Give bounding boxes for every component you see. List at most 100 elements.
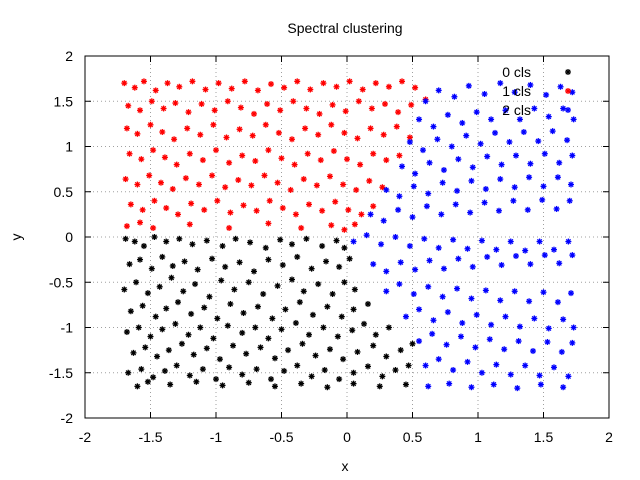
data-point	[199, 157, 206, 164]
data-point	[288, 241, 295, 248]
data-point	[304, 150, 311, 157]
data-point	[163, 238, 170, 245]
data-point	[553, 205, 560, 212]
data-point	[161, 154, 168, 161]
data-point	[192, 281, 199, 288]
data-point	[123, 223, 130, 230]
data-point	[340, 181, 347, 188]
data-point	[173, 161, 180, 168]
data-point	[135, 324, 142, 331]
x-tick-label: 1	[474, 429, 482, 445]
data-point	[440, 167, 447, 174]
data-point	[269, 315, 276, 322]
data-point	[399, 163, 406, 170]
data-point	[190, 351, 197, 358]
data-point	[342, 108, 349, 115]
data-point	[210, 121, 217, 128]
data-point	[464, 358, 471, 365]
data-point	[264, 100, 271, 107]
data-point	[332, 198, 339, 205]
data-point	[222, 263, 229, 270]
data-point	[543, 91, 550, 98]
data-point	[363, 232, 370, 239]
data-point	[541, 252, 548, 259]
data-point	[569, 152, 576, 159]
data-point	[121, 80, 128, 87]
data-point	[568, 290, 575, 297]
data-point	[122, 235, 129, 242]
data-point	[527, 81, 534, 88]
data-point	[527, 261, 534, 268]
data-point	[482, 186, 489, 193]
data-point	[383, 288, 390, 295]
data-point	[346, 78, 353, 85]
data-point	[350, 369, 357, 376]
data-point	[434, 136, 441, 143]
data-point	[254, 87, 261, 94]
data-point	[511, 288, 518, 295]
data-point	[127, 308, 134, 315]
data-point	[317, 157, 324, 164]
data-point	[515, 338, 522, 345]
data-point	[203, 345, 210, 352]
data-point	[392, 367, 399, 374]
data-point	[277, 107, 284, 114]
data-point	[197, 324, 204, 331]
data-point	[383, 353, 390, 360]
data-point	[268, 376, 275, 383]
data-point	[457, 333, 464, 340]
data-point	[169, 186, 176, 193]
data-point	[163, 305, 170, 312]
data-point	[188, 310, 195, 317]
data-point	[274, 282, 281, 289]
data-point	[243, 350, 250, 357]
data-point	[307, 86, 314, 93]
data-point	[452, 201, 459, 208]
data-point	[358, 211, 365, 218]
x-tick-label: 1.5	[534, 429, 554, 445]
data-point	[556, 260, 563, 267]
data-point	[223, 134, 230, 141]
data-point	[171, 136, 178, 143]
data-point	[154, 353, 161, 360]
data-point	[524, 206, 531, 213]
x-tick-label: 0.5	[403, 429, 423, 445]
data-point	[372, 80, 379, 87]
data-point	[443, 341, 450, 348]
data-point	[292, 211, 299, 218]
data-point	[294, 362, 301, 369]
data-point	[565, 373, 572, 380]
data-point	[385, 83, 392, 90]
data-point	[409, 340, 416, 347]
data-point	[537, 381, 544, 388]
data-point	[422, 362, 429, 369]
data-point	[364, 300, 371, 307]
data-point	[570, 116, 577, 123]
data-point	[336, 376, 343, 383]
data-point	[222, 184, 229, 191]
data-point	[570, 324, 577, 331]
data-point	[412, 170, 419, 177]
data-point	[219, 382, 226, 389]
data-point	[357, 161, 364, 168]
data-point	[395, 206, 402, 213]
data-point	[383, 268, 390, 275]
data-point	[126, 150, 133, 157]
data-point	[265, 335, 272, 342]
data-point	[463, 132, 470, 139]
data-point	[253, 366, 260, 373]
data-point	[151, 197, 158, 204]
data-point	[254, 303, 261, 310]
data-point	[405, 362, 412, 369]
data-point	[569, 252, 576, 259]
data-point	[313, 182, 320, 189]
data-point	[349, 327, 356, 334]
data-point	[161, 367, 168, 374]
data-point	[239, 329, 246, 336]
data-point	[186, 221, 193, 228]
data-point	[379, 184, 386, 191]
data-point	[326, 346, 333, 353]
data-point	[262, 121, 269, 128]
data-point	[139, 206, 146, 213]
y-tick-label: -0.5	[49, 274, 73, 290]
